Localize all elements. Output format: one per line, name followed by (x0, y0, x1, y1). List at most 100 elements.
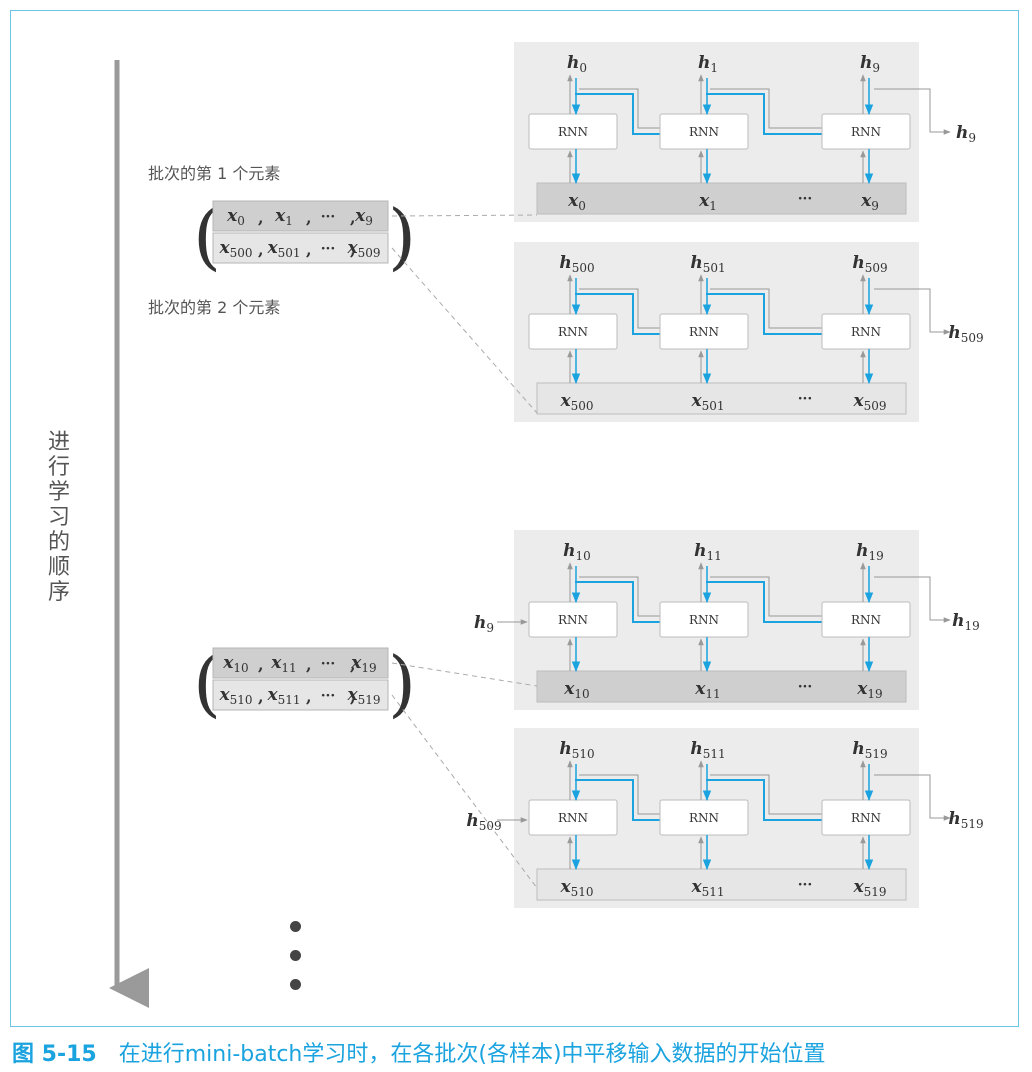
gradient-link (579, 576, 660, 617)
batch-comma: , (350, 687, 356, 706)
input-label: x510 (559, 877, 593, 899)
hidden-state-label: h500 (559, 253, 594, 275)
batch-row (212, 647, 389, 679)
close-paren: ) (388, 641, 416, 725)
hidden-state-label: h9 (860, 53, 880, 75)
rnn-label: RNN (689, 325, 719, 339)
input-label: x11 (694, 679, 720, 701)
rnn-panel: RNN h500 x500 RNN h501 x501 RNN h509 x509 ··· h509 (514, 242, 984, 422)
batch-comma: , (306, 208, 312, 227)
output-state-arrow (874, 774, 951, 821)
rnn-label: RNN (558, 811, 588, 825)
batch-element: x510 (218, 685, 252, 707)
input-label: x519 (852, 877, 886, 899)
input-label: x9 (860, 191, 879, 213)
figure-frame (10, 10, 1019, 1027)
figure-caption: 图 5-15 在进行mini-batch学习时，在各批次(各样本)中平移输入数据的… (12, 1036, 826, 1068)
batch-element: x500 (218, 238, 252, 260)
strip-ellipsis: ··· (798, 191, 813, 207)
gradient-link (579, 88, 660, 129)
output-state-arrow (874, 88, 951, 135)
rnn-label: RNN (689, 613, 719, 627)
rnn-panel: RNN h10 x10 RNN h11 x11 RNN h19 x19 ··· h19 h9 (474, 530, 980, 710)
first-element-note: 批次的第 1 个元素 (148, 164, 281, 183)
hidden-state-link (706, 779, 822, 821)
batch-ellipsis: ··· (321, 656, 336, 672)
rnn-label: RNN (558, 125, 588, 139)
rnn-panel: RNN h510 x510 RNN h511 x511 RNN h519 x519 ··· h519… (466, 728, 984, 908)
diagram-canvas: RNN h0 x0 RNN h1 x1 RNN h9 x9 ··· h9 RNN h500 x500 RNN… (109, 42, 984, 1008)
hidden-state-label: h0 (567, 53, 587, 75)
hidden-state-label: h11 (694, 541, 722, 563)
rnn-panel: RNN h0 x0 RNN h1 x1 RNN h9 x9 ··· h9 (514, 42, 976, 222)
hidden-state-link (706, 581, 822, 623)
strip-ellipsis: ··· (798, 679, 813, 695)
batch-element: x11 (270, 653, 296, 675)
hidden-state-link (575, 581, 660, 623)
input-strip (536, 182, 907, 215)
hidden-state-link (706, 93, 822, 135)
batch-comma: , (350, 240, 356, 259)
batch-comma: , (258, 655, 264, 674)
batch-comma: , (350, 208, 356, 227)
gradient-link (710, 774, 822, 815)
batch-connector (391, 247, 538, 414)
input-label: x511 (690, 877, 724, 899)
output-state-label: h509 (948, 323, 983, 345)
hidden-state-label: h19 (856, 541, 884, 563)
batch-ellipsis: ··· (321, 241, 336, 257)
gradient-link (710, 88, 822, 129)
input-label: x509 (852, 391, 886, 413)
batch-ellipsis: ··· (321, 688, 336, 704)
gradient-link (710, 576, 822, 617)
gradient-link (710, 288, 822, 329)
rnn-label: RNN (851, 125, 881, 139)
second-element-note: 批次的第 2 个元素 (148, 298, 281, 317)
gradient-link (579, 288, 660, 329)
input-strip (536, 670, 907, 703)
batch-comma: , (258, 687, 264, 706)
batch-ellipsis: ··· (321, 209, 336, 225)
batch-connector (391, 694, 538, 889)
rnn-label: RNN (558, 613, 588, 627)
batch-row (212, 232, 389, 264)
batch-element: x519 (346, 685, 380, 707)
batch-row (212, 679, 389, 711)
output-state-arrow (874, 288, 951, 335)
input-label: x501 (690, 391, 724, 413)
batch-connector (391, 662, 538, 687)
hidden-state-link (575, 93, 660, 135)
batch-element: x19 (350, 653, 376, 675)
batch-element: x10 (222, 653, 248, 675)
rnn-label: RNN (689, 811, 719, 825)
input-label: x1 (698, 191, 717, 213)
hidden-state-link (706, 293, 822, 335)
input-strip (536, 382, 907, 415)
continuation-dot (290, 979, 301, 990)
batch-comma: , (306, 655, 312, 674)
batch-comma: , (306, 687, 312, 706)
hidden-state-label: h10 (563, 541, 591, 563)
rnn-label: RNN (689, 125, 719, 139)
hidden-state-label: h1 (698, 53, 718, 75)
rnn-label: RNN (558, 325, 588, 339)
incoming-state-label: h509 (466, 811, 501, 833)
caption-number: 图 5-15 (12, 1042, 97, 1067)
strip-ellipsis: ··· (798, 391, 813, 407)
batch-element: x1 (274, 206, 293, 228)
output-state-label: h19 (952, 611, 980, 633)
batch-element: x9 (354, 206, 373, 228)
batch-comma: , (350, 655, 356, 674)
input-strip (536, 868, 907, 901)
batch-comma: , (258, 240, 264, 259)
hidden-state-label: h510 (559, 739, 594, 761)
hidden-state-label: h501 (690, 253, 725, 275)
batch-comma: , (306, 240, 312, 259)
incoming-state-label: h9 (474, 613, 494, 635)
batch-comma: , (258, 208, 264, 227)
hidden-state-label: h519 (852, 739, 887, 761)
input-label: x0 (567, 191, 586, 213)
